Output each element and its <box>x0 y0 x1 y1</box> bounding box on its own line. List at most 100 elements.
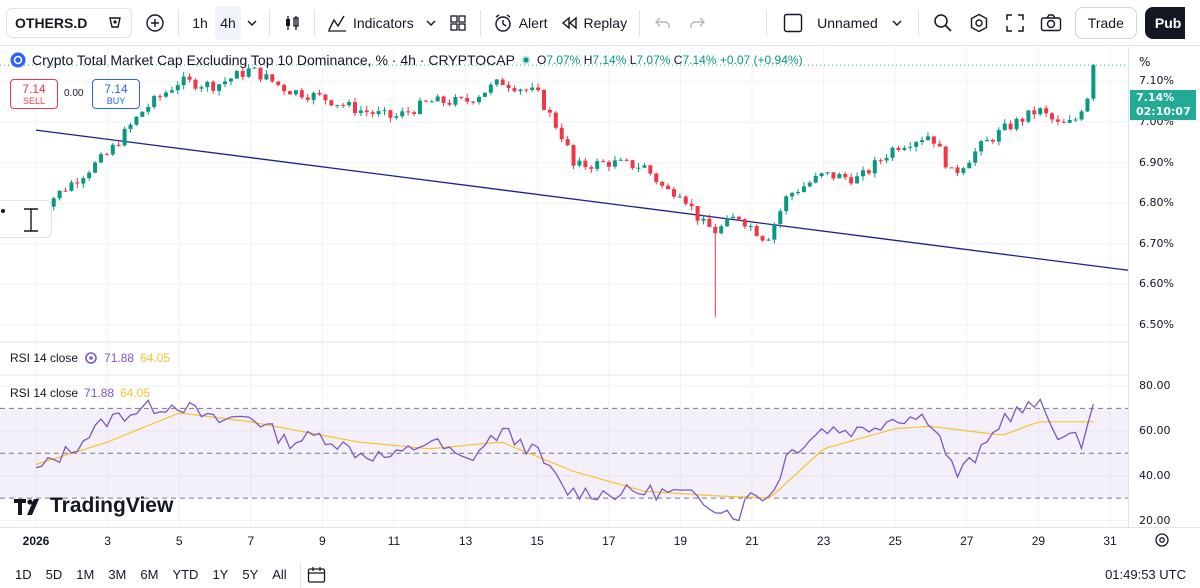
trade-button[interactable]: Trade <box>1074 6 1137 39</box>
symbol-label: OTHERS.D <box>15 14 88 31</box>
add-symbol-button[interactable] <box>138 6 172 40</box>
range-button-6m[interactable]: 6M <box>140 567 159 582</box>
compare-symbol-icon[interactable] <box>107 15 123 31</box>
candle-body <box>453 97 458 105</box>
candle-body <box>258 67 263 80</box>
quick-search-button[interactable] <box>925 6 961 40</box>
candle-body <box>843 173 848 178</box>
candle-body <box>75 182 80 184</box>
range-button-1m[interactable]: 1M <box>76 567 95 582</box>
candle-body <box>719 226 724 234</box>
candle-body <box>796 192 801 194</box>
candle-body <box>979 141 984 152</box>
layout-button[interactable]: Unnamed <box>773 6 912 40</box>
buy-button[interactable]: 7.14 BUY <box>92 79 140 109</box>
time-tick-label: 19 <box>673 534 688 548</box>
candle-body <box>872 160 877 174</box>
candle-body <box>1014 118 1019 130</box>
candle-body <box>323 94 328 101</box>
candle-body <box>81 178 86 184</box>
candle-body <box>902 147 907 150</box>
range-button-1d[interactable]: 1D <box>15 567 32 582</box>
candle-body <box>890 147 895 158</box>
replay-label: Replay <box>583 14 628 31</box>
fullscreen-button[interactable] <box>997 6 1033 40</box>
candle-body <box>335 104 340 106</box>
candle-body <box>1050 113 1055 120</box>
candle-body <box>807 182 812 187</box>
candle-body <box>707 218 712 227</box>
chevron-down-icon <box>247 20 257 26</box>
candle-body <box>447 102 452 105</box>
candle-body <box>140 111 145 117</box>
divider <box>178 9 179 36</box>
time-tick-label: 29 <box>1031 534 1046 548</box>
layout-name: Unnamed <box>817 14 878 31</box>
go-to-date-button[interactable] <box>307 566 327 584</box>
range-button-all[interactable]: All <box>272 567 287 582</box>
candle-body <box>57 190 62 199</box>
candle-body <box>559 127 564 140</box>
redo-button[interactable] <box>680 6 714 40</box>
chart-legend[interactable]: Crypto Total Market Cap Excluding Top 10… <box>10 52 803 68</box>
candle-body <box>701 218 706 221</box>
brand-name: TradingView <box>50 494 174 517</box>
candle-body <box>317 92 322 95</box>
candle-body <box>825 172 830 174</box>
utc-clock[interactable]: 01:49:53 UTC <box>1105 567 1186 582</box>
measure-icon <box>1 208 38 232</box>
current-price-tag: 7.14% 02:10:07 <box>1130 90 1196 120</box>
interval-4h[interactable]: 4h <box>215 5 241 40</box>
candle-body <box>163 92 168 97</box>
time-axis[interactable]: 2026 3 5 7 9 11 13 15 17 19 21 23 25 27 29 31 <box>0 527 1200 553</box>
indicators-button[interactable]: Indicators <box>321 6 420 40</box>
tradingview-logo[interactable]: TradingView <box>14 494 173 518</box>
range-button-3m[interactable]: 3M <box>108 567 127 582</box>
range-button-5d[interactable]: 5D <box>45 567 63 582</box>
symbol-search[interactable]: OTHERS.D <box>6 7 132 38</box>
undo-button[interactable] <box>646 6 680 40</box>
range-button-ytd[interactable]: YTD <box>172 567 199 582</box>
alert-button[interactable]: Alert <box>487 6 554 40</box>
undo-icon <box>655 17 670 28</box>
candle-body <box>246 68 251 77</box>
time-tick-label: 17 <box>602 534 616 548</box>
candle-body <box>352 102 357 114</box>
interval-dropdown[interactable] <box>241 6 263 40</box>
replay-button[interactable]: Replay <box>554 6 634 40</box>
candle-body <box>240 71 245 77</box>
candle-body <box>801 186 806 193</box>
price-axis[interactable]: % 7.10% 7.00% 6.90% 6.80% 6.70% 6.60% 6.50% 80… <box>1128 47 1200 527</box>
candle-body <box>612 160 617 167</box>
crypto-logo-icon <box>10 52 26 68</box>
sell-button[interactable]: 7.14 SELL <box>10 79 58 109</box>
candle-body <box>205 81 210 88</box>
candle-body <box>329 100 334 106</box>
candle-body <box>104 154 109 156</box>
interval-1h[interactable]: 1h <box>192 14 208 31</box>
rsi-legend[interactable]: RSI 14 close 71.88 64.05 <box>10 386 150 400</box>
templates-button[interactable] <box>442 6 474 40</box>
measure-tool-widget[interactable] <box>0 200 52 238</box>
candle-body <box>175 85 180 91</box>
rsi-ma-value: 64.05 <box>120 386 151 400</box>
publish-button[interactable]: Pub <box>1144 6 1185 39</box>
candle-body <box>211 81 216 91</box>
candle-body <box>973 151 978 163</box>
settings-button[interactable] <box>961 6 997 40</box>
price-chart[interactable] <box>0 47 1128 527</box>
divider <box>639 9 641 36</box>
candle-body <box>181 76 186 86</box>
rsi-legend-collapsed[interactable]: RSI 14 close 71.88 64.05 <box>10 351 170 365</box>
candle-body <box>571 145 576 166</box>
chart-type-button[interactable] <box>276 6 308 40</box>
screenshot-button[interactable] <box>1033 6 1069 40</box>
time-axis-settings[interactable] <box>1154 532 1170 553</box>
refresh-icon[interactable] <box>84 351 98 365</box>
range-button-5y[interactable]: 5Y <box>242 567 259 582</box>
range-button-1y[interactable]: 1Y <box>212 567 229 582</box>
indicators-dropdown[interactable] <box>420 6 442 40</box>
candle-body <box>388 110 393 118</box>
candle-body <box>583 160 588 168</box>
candle-body <box>784 196 789 212</box>
